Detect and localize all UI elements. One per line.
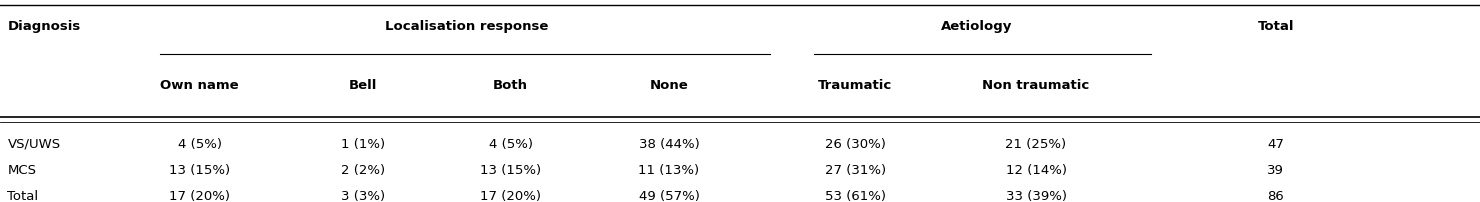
- Text: 49 (57%): 49 (57%): [638, 190, 700, 202]
- Text: 47: 47: [1267, 138, 1285, 151]
- Text: Localisation response: Localisation response: [385, 20, 548, 33]
- Text: 12 (14%): 12 (14%): [1005, 164, 1067, 177]
- Text: 26 (30%): 26 (30%): [824, 138, 887, 151]
- Text: 2 (2%): 2 (2%): [340, 164, 385, 177]
- Text: 17 (20%): 17 (20%): [480, 190, 542, 202]
- Text: Bell: Bell: [348, 79, 377, 92]
- Text: 38 (44%): 38 (44%): [638, 138, 700, 151]
- Text: 53 (61%): 53 (61%): [824, 190, 887, 202]
- Text: VS/UWS: VS/UWS: [7, 138, 61, 151]
- Text: 39: 39: [1267, 164, 1285, 177]
- Text: 4 (5%): 4 (5%): [178, 138, 222, 151]
- Text: Total: Total: [1258, 20, 1294, 33]
- Text: None: None: [650, 79, 688, 92]
- Text: 17 (20%): 17 (20%): [169, 190, 231, 202]
- Text: 4 (5%): 4 (5%): [488, 138, 533, 151]
- Text: 11 (13%): 11 (13%): [638, 164, 700, 177]
- Text: 13 (15%): 13 (15%): [480, 164, 542, 177]
- Text: Aetiology: Aetiology: [941, 20, 1012, 33]
- Text: 13 (15%): 13 (15%): [169, 164, 231, 177]
- Text: Non traumatic: Non traumatic: [983, 79, 1089, 92]
- Text: 21 (25%): 21 (25%): [1005, 138, 1067, 151]
- Text: Both: Both: [493, 79, 528, 92]
- Text: 1 (1%): 1 (1%): [340, 138, 385, 151]
- Text: Total: Total: [7, 190, 38, 202]
- Text: Traumatic: Traumatic: [818, 79, 892, 92]
- Text: MCS: MCS: [7, 164, 37, 177]
- Text: 27 (31%): 27 (31%): [824, 164, 887, 177]
- Text: Diagnosis: Diagnosis: [7, 20, 80, 33]
- Text: 86: 86: [1267, 190, 1285, 202]
- Text: 33 (39%): 33 (39%): [1005, 190, 1067, 202]
- Text: 3 (3%): 3 (3%): [340, 190, 385, 202]
- Text: Own name: Own name: [160, 79, 240, 92]
